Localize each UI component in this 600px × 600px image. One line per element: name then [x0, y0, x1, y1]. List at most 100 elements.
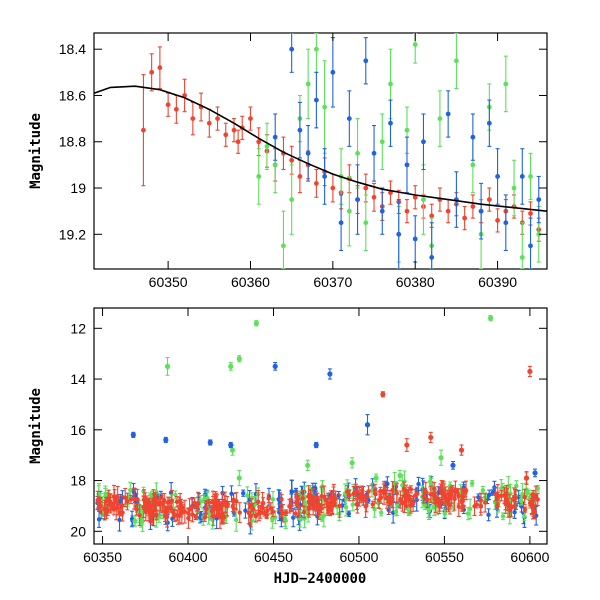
top-y-axis-title: Magnitude	[28, 113, 44, 189]
data-point	[426, 508, 432, 513]
data-point	[355, 197, 360, 202]
data-point	[421, 197, 426, 202]
data-point	[122, 495, 128, 500]
data-point	[289, 157, 295, 163]
y-tick-label: 20	[70, 523, 86, 539]
y-tick-label: 14	[70, 371, 86, 387]
bottom-panel: 60350 60400 60450 60500 60550 60600 12 14 16 18 20…	[28, 307, 550, 587]
data-point	[343, 504, 349, 510]
data-point	[345, 489, 350, 494]
data-point	[470, 162, 476, 168]
data-point	[462, 215, 468, 221]
data-point	[512, 510, 517, 515]
data-point	[248, 116, 253, 122]
data-point	[287, 504, 292, 509]
data-point	[295, 495, 300, 500]
data-point	[241, 490, 246, 496]
data-point	[390, 487, 395, 493]
data-point	[469, 481, 475, 486]
data-point	[509, 505, 514, 510]
data-point	[154, 512, 159, 518]
y-tick-label: 18.6	[59, 87, 86, 103]
data-point	[190, 116, 196, 122]
data-point	[313, 97, 319, 103]
data-point	[403, 489, 409, 494]
data-point	[111, 506, 117, 512]
data-point	[428, 434, 434, 441]
data-point	[500, 514, 506, 519]
data-point	[149, 69, 155, 75]
data-point	[354, 502, 359, 507]
data-point	[130, 432, 136, 438]
data-point	[171, 510, 176, 516]
data-point	[283, 510, 289, 515]
bottom-data-layer	[95, 315, 541, 535]
data-point	[412, 236, 418, 242]
data-point	[182, 509, 188, 514]
x-tick-label: 60600	[510, 549, 549, 565]
data-point	[311, 494, 316, 500]
data-point	[190, 512, 195, 517]
x-tick-label: 60350	[149, 274, 188, 290]
bottom-y-axis-title: Magnitude	[28, 388, 44, 464]
data-point	[404, 442, 410, 448]
data-point	[236, 356, 242, 362]
data-point	[525, 490, 530, 495]
data-point	[131, 496, 137, 502]
data-point	[486, 120, 492, 126]
data-point	[270, 497, 276, 502]
data-point	[262, 510, 267, 516]
data-point	[398, 497, 403, 502]
data-point	[458, 447, 465, 453]
data-point	[528, 211, 533, 216]
data-point	[363, 220, 369, 226]
data-point	[293, 511, 298, 516]
data-point	[313, 46, 319, 52]
data-point	[104, 510, 109, 516]
data-point	[531, 505, 536, 510]
data-point	[141, 127, 146, 133]
data-point	[446, 491, 452, 497]
data-point	[301, 509, 307, 515]
data-point	[228, 363, 234, 369]
data-point	[380, 391, 386, 397]
data-point	[118, 498, 123, 504]
data-point	[180, 505, 185, 511]
data-point	[256, 174, 262, 179]
data-point	[264, 143, 270, 149]
data-point	[235, 139, 241, 145]
data-point	[476, 495, 481, 500]
data-point	[486, 197, 492, 202]
data-point	[305, 81, 311, 87]
data-point	[436, 490, 441, 495]
data-point	[225, 504, 230, 509]
data-point	[203, 506, 209, 511]
y-tick-label: 12	[70, 320, 86, 336]
data-point	[429, 213, 435, 219]
data-point	[330, 185, 336, 191]
y-tick-label: 19	[70, 180, 86, 196]
data-point	[135, 497, 140, 502]
data-point	[165, 102, 171, 108]
data-point	[173, 106, 179, 112]
data-point	[437, 116, 443, 122]
data-point	[177, 499, 183, 504]
data-point	[296, 504, 301, 509]
data-point	[511, 185, 517, 191]
data-point	[258, 509, 263, 515]
data-point	[128, 487, 133, 493]
data-point	[154, 502, 159, 507]
top-axes: 60350 60360 60370 60380 60390 18.4 18.6 18.8 19 1…	[59, 33, 547, 290]
data-point	[371, 150, 377, 156]
data-point	[207, 439, 213, 446]
data-point	[330, 69, 336, 75]
data-point	[272, 162, 278, 168]
data-point	[432, 486, 437, 491]
data-point	[272, 363, 278, 369]
data-point	[266, 496, 271, 501]
data-point	[522, 513, 527, 519]
data-point	[433, 500, 438, 505]
data-point	[98, 503, 103, 508]
data-point	[459, 499, 465, 504]
data-point	[404, 162, 410, 168]
